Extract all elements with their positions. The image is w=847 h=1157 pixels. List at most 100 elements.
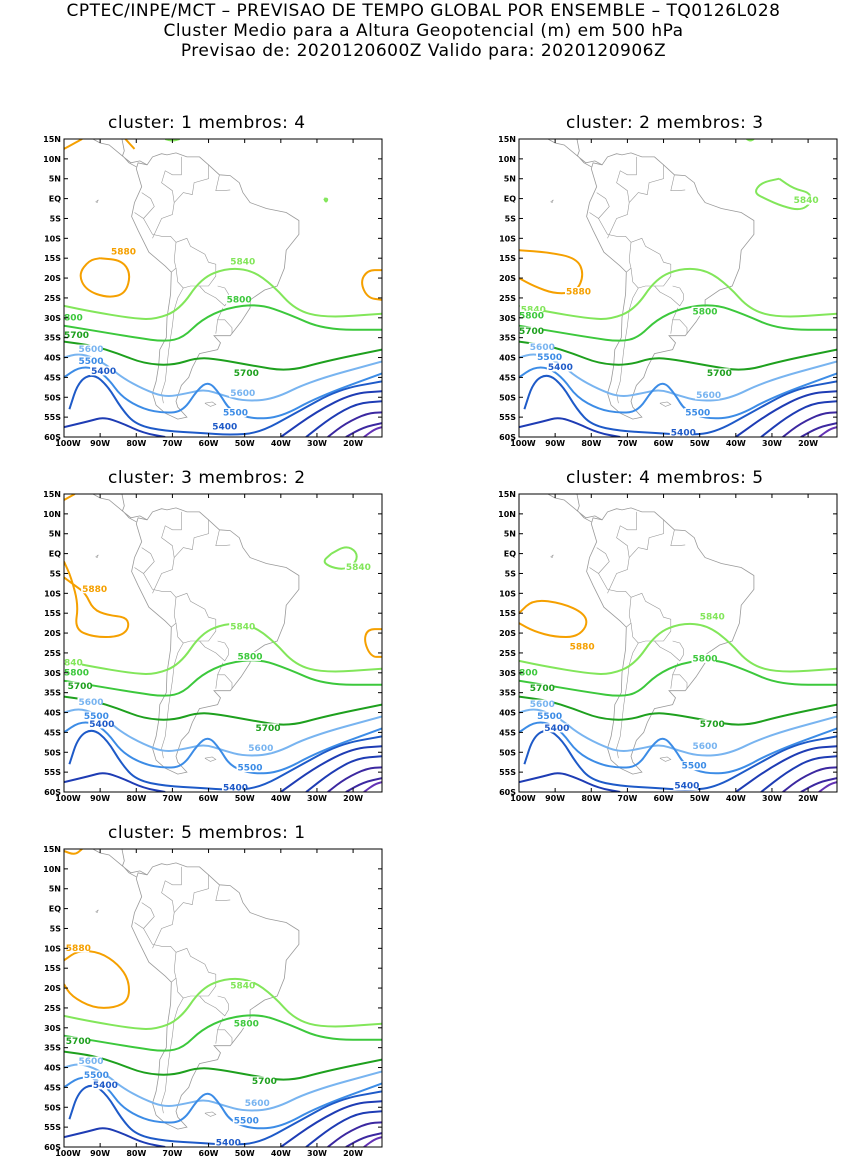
contour-label: 5400 xyxy=(544,724,569,734)
country-border xyxy=(589,567,632,628)
country-border xyxy=(215,529,231,546)
header-line-1: CPTEC/INPE/MCT – PREVISAO DE TEMPO GLOBA… xyxy=(66,1,781,21)
contour-label: 5600 xyxy=(79,345,104,355)
lat-tick-label: 15S xyxy=(44,254,61,263)
country-border xyxy=(152,156,182,239)
contour-5700 xyxy=(64,340,382,371)
contour-5200 xyxy=(345,777,382,792)
contour-5700 xyxy=(519,340,837,371)
contour-5300 xyxy=(280,390,382,437)
country-border xyxy=(134,567,177,628)
island xyxy=(659,756,672,762)
contour-label: 5700 xyxy=(530,684,555,694)
contour-5200 xyxy=(782,411,837,437)
lat-tick-label: 30S xyxy=(499,314,516,323)
lon-tick-label: 20W xyxy=(343,794,363,803)
lat-tick-label: 55S xyxy=(44,413,61,422)
contour-label: 5700 xyxy=(700,720,725,730)
lat-tick-label: 55S xyxy=(44,768,61,777)
lon-tick-label: 70W xyxy=(162,794,182,803)
contour-label: 5840 xyxy=(521,305,546,315)
island xyxy=(659,401,672,407)
contour-label: 5500 xyxy=(682,762,707,772)
lon-tick-label: 30W xyxy=(762,439,782,448)
lat-tick-label: 10S xyxy=(499,234,516,243)
lon-tick-label: 20W xyxy=(798,439,818,448)
contour-5700 xyxy=(64,695,382,726)
lat-tick-label: 5N xyxy=(49,885,61,894)
cluster-map: 5880584058408405800580057005700560056005… xyxy=(43,490,383,803)
lat-tick-label: 10S xyxy=(44,944,61,953)
contour-label: 5880 xyxy=(566,288,591,298)
lat-tick-label: 15S xyxy=(499,609,516,618)
island xyxy=(95,199,99,204)
contour-5400 xyxy=(68,729,382,791)
country-border xyxy=(670,529,686,546)
country-border xyxy=(630,592,672,644)
lon-tick-label: 70W xyxy=(162,1149,182,1157)
contour-label: 5840 xyxy=(230,623,255,633)
contour-5300 xyxy=(735,745,837,792)
contour-label: 5880 xyxy=(111,248,136,258)
country-border xyxy=(152,511,182,594)
contour-5100 xyxy=(818,781,837,792)
lon-tick-label: 40W xyxy=(726,439,746,448)
country-border xyxy=(199,285,229,307)
country-border xyxy=(141,902,155,929)
country-border xyxy=(141,547,155,574)
island xyxy=(550,554,554,559)
contour-label: 5700 xyxy=(252,1077,277,1087)
lat-tick-label: 20S xyxy=(44,274,61,283)
contour-5800 xyxy=(64,304,382,342)
lat-tick-label: 25S xyxy=(499,294,516,303)
contour-5880 xyxy=(519,249,584,295)
lat-tick-label: 50S xyxy=(44,1103,61,1112)
contour-5300 xyxy=(305,755,382,792)
country-border xyxy=(630,237,672,289)
contour-label: 5880 xyxy=(66,944,91,954)
lat-tick-label: 5S xyxy=(50,925,62,934)
contour-5200 xyxy=(327,411,382,437)
contour-5300 xyxy=(735,390,837,437)
lat-tick-label: 35S xyxy=(499,334,516,343)
contour-label: 5400 xyxy=(548,363,573,373)
cluster-map: 5880584058008005700570056005600550055005… xyxy=(43,135,383,448)
lat-tick-label: 25S xyxy=(44,1004,61,1013)
contour-label: 5500 xyxy=(238,764,263,774)
contour-5840 xyxy=(64,977,382,1030)
lon-tick-label: 70W xyxy=(617,439,637,448)
contour-label: 5400 xyxy=(89,720,114,730)
lat-tick-label: 20S xyxy=(44,629,61,638)
map-frame xyxy=(63,138,383,438)
lon-tick-label: 60W xyxy=(199,1149,219,1157)
contour-5700 xyxy=(519,695,837,726)
island xyxy=(204,756,217,762)
lat-tick-label: 35S xyxy=(44,689,61,698)
lon-tick-label: 50W xyxy=(690,794,710,803)
lat-tick-label: 30S xyxy=(499,669,516,678)
lon-tick-label: 80W xyxy=(126,794,146,803)
lon-tick-label: 90W xyxy=(545,439,565,448)
contour-label: 5700 xyxy=(64,331,89,341)
country-border xyxy=(199,995,229,1017)
contour-label: 5800 xyxy=(227,295,252,305)
contour-5400 xyxy=(68,374,382,436)
central-america-coastline xyxy=(544,139,603,168)
country-border xyxy=(134,922,177,983)
contour-5300 xyxy=(519,772,621,792)
contour-5880 xyxy=(364,628,382,658)
central-america-coastline xyxy=(544,494,603,523)
contour-label: 800 xyxy=(519,668,538,678)
contour-label: 5800 xyxy=(64,668,89,678)
contour-5840 xyxy=(519,267,837,320)
country-border xyxy=(134,212,177,273)
lat-tick-label: 5S xyxy=(50,570,62,579)
lon-tick-label: 100W xyxy=(55,794,81,803)
contour-label: 5840 xyxy=(230,258,255,268)
contour-5840 xyxy=(519,622,837,675)
contour-5880 xyxy=(361,269,382,301)
country-border xyxy=(199,640,229,662)
contour-label: 5400 xyxy=(674,782,699,792)
lat-tick-label: 25S xyxy=(499,649,516,658)
contour-5100 xyxy=(363,1136,382,1147)
